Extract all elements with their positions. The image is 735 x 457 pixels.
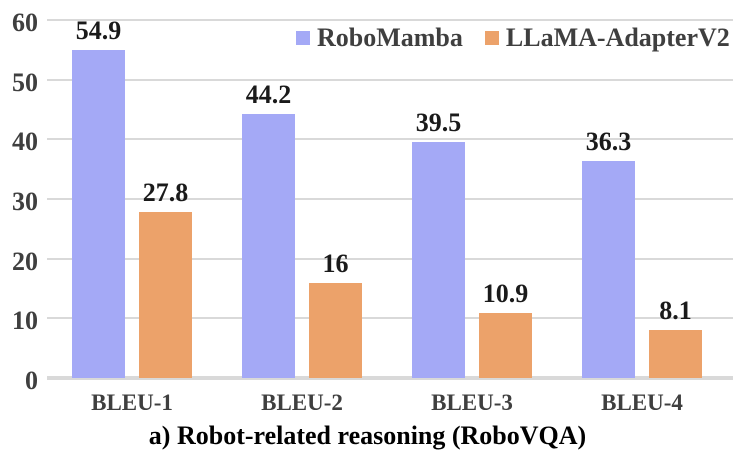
legend-label: LLaMA-AdapterV2: [505, 23, 730, 52]
gridline: [47, 257, 733, 260]
data-label: 39.5: [415, 108, 462, 138]
bar-llama-adapterv2-bleu-1: [139, 212, 192, 378]
legend-item-llama-adapterv2: LLaMA-AdapterV2: [484, 23, 730, 52]
bar-robomamba-bleu-3: [412, 142, 465, 378]
legend-swatch-icon: [296, 31, 310, 45]
gridline: [47, 198, 733, 200]
y-axis-tick-label: 50: [12, 67, 38, 97]
legend-swatch-icon: [484, 31, 499, 45]
chart-caption: a) Robot-related reasoning (RoboVQA): [148, 421, 587, 450]
data-label: 54.9: [75, 16, 122, 46]
bar-llama-adapterv2-bleu-2: [309, 282, 362, 378]
x-axis-baseline: [47, 376, 733, 380]
y-axis-tick-label: 10: [12, 306, 38, 336]
data-label: 27.8: [142, 178, 189, 208]
legend-item-robomamba: RoboMamba: [296, 25, 463, 51]
gridline: [47, 78, 733, 81]
bar-robomamba-bleu-1: [72, 50, 125, 378]
y-axis-tick-label: 30: [12, 187, 38, 216]
y-axis-tick-label: 20: [12, 246, 38, 276]
x-axis-category-label: BLEU-2: [261, 390, 343, 415]
legend-label: RoboMamba: [317, 23, 463, 52]
gridline: [47, 317, 733, 320]
gridline: [47, 138, 733, 141]
data-label: 36.3: [585, 127, 632, 157]
y-axis-tick-label: 60: [12, 8, 38, 37]
y-axis-tick-label: 0: [25, 366, 38, 395]
y-axis-tick-label: 40: [12, 127, 38, 157]
bar-llama-adapterv2-bleu-3: [479, 312, 532, 378]
bar-robomamba-bleu-4: [582, 161, 635, 378]
gridline: [47, 19, 733, 21]
bar-robomamba-bleu-2: [242, 114, 295, 378]
x-axis-category-label: BLEU-1: [91, 390, 173, 415]
bar-llama-adapterv2-bleu-4: [649, 329, 702, 378]
data-label: 44.2: [245, 80, 292, 110]
data-label: 10.9: [482, 278, 529, 308]
data-label: 8.1: [659, 295, 692, 325]
x-axis-category-label: BLEU-4: [601, 390, 683, 415]
data-label: 16: [322, 248, 349, 278]
x-axis-category-label: BLEU-3: [431, 390, 513, 415]
legend: RoboMamba LLaMA-AdapterV2: [296, 25, 730, 51]
